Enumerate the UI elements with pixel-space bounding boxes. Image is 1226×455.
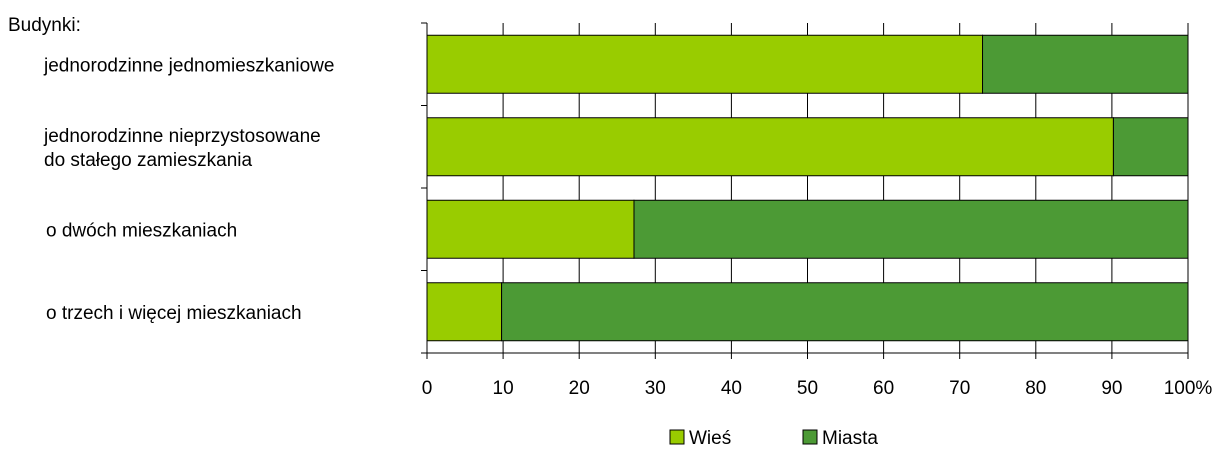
bar-segment-miasta	[501, 282, 1189, 342]
bar-segment-miasta	[633, 199, 1189, 259]
x-tick-label: 90	[1101, 378, 1122, 399]
x-tick-label: 0	[422, 378, 433, 399]
x-tick-label: 40	[721, 378, 742, 399]
bars	[426, 34, 1189, 342]
x-tick-label: 20	[569, 378, 590, 399]
category-label: jednorodzinne jednomieszkaniowe	[43, 55, 334, 76]
x-tick-label: 70	[949, 378, 970, 399]
category-label: do stałego zamieszkania	[44, 150, 252, 171]
x-tick-label: 100%	[1164, 378, 1213, 399]
legend: Wieś Miasta	[669, 428, 878, 449]
bar-segment-wies	[426, 199, 635, 259]
bar-segment-miasta	[982, 34, 1189, 94]
x-tick-label: 60	[873, 378, 894, 399]
category-labels: jednorodzinne jednomieszkaniowe jednorodz…	[43, 55, 334, 324]
axes	[421, 22, 1189, 359]
bar-segment-wies	[426, 282, 503, 342]
x-tick-labels: 0 10 20 30 40 50 60 70 80 90 100%	[422, 378, 1213, 399]
category-label: o trzech i więcej mieszkaniach	[46, 303, 302, 324]
bar-segment-miasta	[1112, 117, 1189, 177]
legend-swatch	[669, 429, 685, 445]
bar-segment-wies	[426, 117, 1114, 177]
chart-heading: Budynki:	[8, 15, 81, 36]
x-tick-label: 10	[493, 378, 514, 399]
category-label: jednorodzinne nieprzystosowane	[43, 126, 321, 147]
legend-label: Wieś	[689, 428, 731, 449]
legend-swatch	[802, 429, 818, 445]
x-tick-label: 80	[1025, 378, 1046, 399]
category-label: o dwóch mieszkaniach	[46, 220, 237, 241]
legend-label: Miasta	[822, 428, 878, 449]
x-tick-label: 50	[797, 378, 818, 399]
x-tick-label: 30	[645, 378, 666, 399]
bar-segment-wies	[426, 34, 984, 94]
